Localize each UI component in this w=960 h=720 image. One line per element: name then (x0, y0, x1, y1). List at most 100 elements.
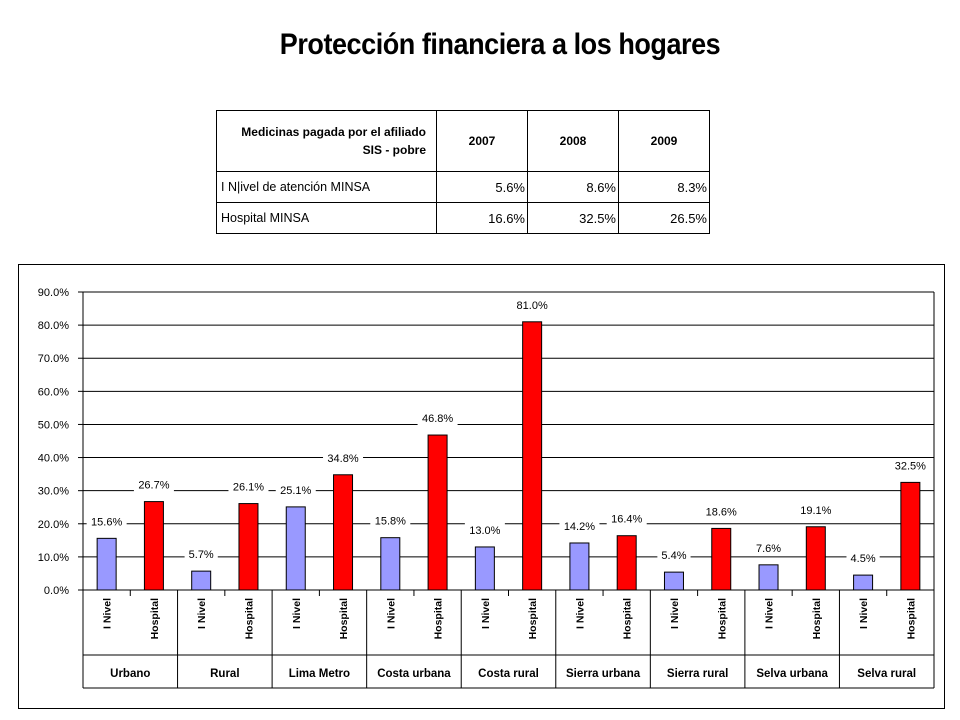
sub-category-label: I Nivel (102, 598, 114, 629)
data-label: 15.8% (375, 516, 406, 528)
data-label-background (751, 540, 786, 555)
data-label-background (559, 518, 600, 533)
y-tick-label: 60.0% (38, 386, 69, 398)
bar (758, 564, 779, 591)
data-label-background (228, 479, 269, 494)
table-header-2007: 2007 (436, 110, 528, 172)
table-cell: 16.6% (436, 202, 528, 234)
bar-chart: 0.0% 10.0% 20.0% 30.0% 40.0% 50.0% 60.0% 70.0% 8… (38, 287, 935, 689)
category-label: Sierra rural (667, 668, 728, 680)
data-label: 19.1% (800, 505, 831, 517)
category-label: Selva urbana (756, 668, 828, 680)
data-label-background (657, 548, 691, 563)
bar (191, 570, 212, 591)
data-label-background (323, 450, 364, 465)
data-label: 26.1% (233, 482, 264, 494)
chart-frame: 0.0% 10.0% 20.0% 30.0% 40.0% 50.0% 60.0% 70.0% 8… (18, 264, 945, 709)
sub-category-label: Hospital (243, 598, 255, 640)
data-label: 15.6% (91, 516, 122, 528)
category-label: Sierra urbana (566, 668, 641, 680)
bar (380, 537, 401, 591)
data-label: 7.6% (756, 543, 781, 555)
data-label-background (417, 411, 458, 426)
data-label-background (133, 477, 174, 492)
category-label: Costa urbana (377, 668, 451, 680)
sub-category-label: Hospital (527, 598, 539, 640)
bar (143, 501, 164, 591)
data-label-background (512, 297, 553, 312)
table-cell: 8.3% (618, 171, 710, 203)
y-tick-label: 20.0% (38, 519, 69, 531)
data-label: 32.5% (895, 460, 926, 472)
sub-category-label: Hospital (338, 598, 350, 640)
category-label: Selva rural (857, 668, 916, 680)
data-label: 18.6% (706, 506, 737, 518)
data-label: 26.7% (138, 480, 169, 492)
bar (663, 571, 684, 591)
sub-category-label: I Nivel (574, 598, 586, 629)
data-label-background (370, 513, 411, 528)
sub-category-label: I Nivel (669, 598, 681, 629)
y-tick-label: 50.0% (38, 419, 69, 431)
bar (96, 537, 117, 591)
sub-category-label: Hospital (811, 598, 823, 640)
sub-category-label: I Nivel (196, 598, 208, 629)
table-header-label: Medicinas pagada por el afiliado SIS - p… (216, 110, 437, 172)
sub-category-label: I Nivel (480, 598, 492, 629)
sub-category-label: Hospital (622, 598, 634, 640)
page-title: Protección financiera a los hogares (279, 28, 721, 61)
sub-category-label: Hospital (433, 598, 445, 640)
table-row: I N|ivel de atención MINSA 5.6% 8.6% 8.3… (216, 171, 710, 203)
category-label: Urbano (110, 668, 150, 680)
table-header-2008: 2008 (527, 110, 619, 172)
bar (474, 546, 495, 591)
data-label: 13.0% (469, 525, 500, 537)
data-label: 14.2% (564, 521, 595, 533)
bar (805, 526, 826, 591)
bar (616, 535, 637, 591)
category-label: Lima Metro (289, 668, 350, 680)
y-tick-label: 70.0% (38, 353, 69, 365)
bar (522, 321, 543, 591)
table-cell: 8.6% (527, 171, 619, 203)
data-label-background (86, 514, 127, 529)
data-label: 4.5% (851, 553, 876, 565)
y-tick-label: 40.0% (38, 453, 69, 465)
data-label-background (606, 511, 647, 526)
y-tick-label: 10.0% (38, 552, 69, 564)
data-label-background (464, 522, 505, 537)
data-label: 46.8% (422, 413, 453, 425)
category-label: Rural (210, 668, 239, 680)
y-tick-label: 80.0% (38, 320, 69, 332)
data-label-background (184, 547, 218, 562)
data-label-background (890, 458, 931, 473)
y-tick-label: 90.0% (38, 287, 69, 299)
sub-category-label: I Nivel (385, 598, 397, 629)
table-header-2009: 2009 (618, 110, 710, 172)
sub-category-label: I Nivel (858, 598, 870, 629)
table-cell: 32.5% (527, 202, 619, 234)
data-label-background (846, 551, 880, 566)
table-row-label: Hospital MINSA (216, 202, 437, 234)
data-label: 16.4% (611, 514, 642, 526)
sub-category-label: I Nivel (291, 598, 303, 629)
data-label: 25.1% (280, 485, 311, 497)
data-label-background (701, 504, 742, 519)
table-cell: 26.5% (618, 202, 710, 234)
table-row: Hospital MINSA 16.6% 32.5% 26.5% (216, 202, 710, 234)
sub-category-label: Hospital (905, 598, 917, 640)
bar (900, 481, 921, 591)
sub-category-label: Hospital (716, 598, 728, 640)
table-row-label: I N|ivel de atención MINSA (216, 171, 437, 203)
bar (853, 574, 874, 591)
y-tick-label: 30.0% (38, 486, 69, 498)
bar (285, 506, 306, 591)
data-label: 34.8% (327, 453, 358, 465)
bar (569, 542, 590, 591)
sub-category-label: Hospital (149, 598, 161, 640)
data-label-background (795, 502, 836, 517)
data-label-background (275, 482, 316, 497)
medicines-table: Medicinas pagada por el afiliado SIS - p… (216, 110, 710, 234)
bar (333, 474, 354, 591)
data-label: 5.4% (661, 550, 686, 562)
